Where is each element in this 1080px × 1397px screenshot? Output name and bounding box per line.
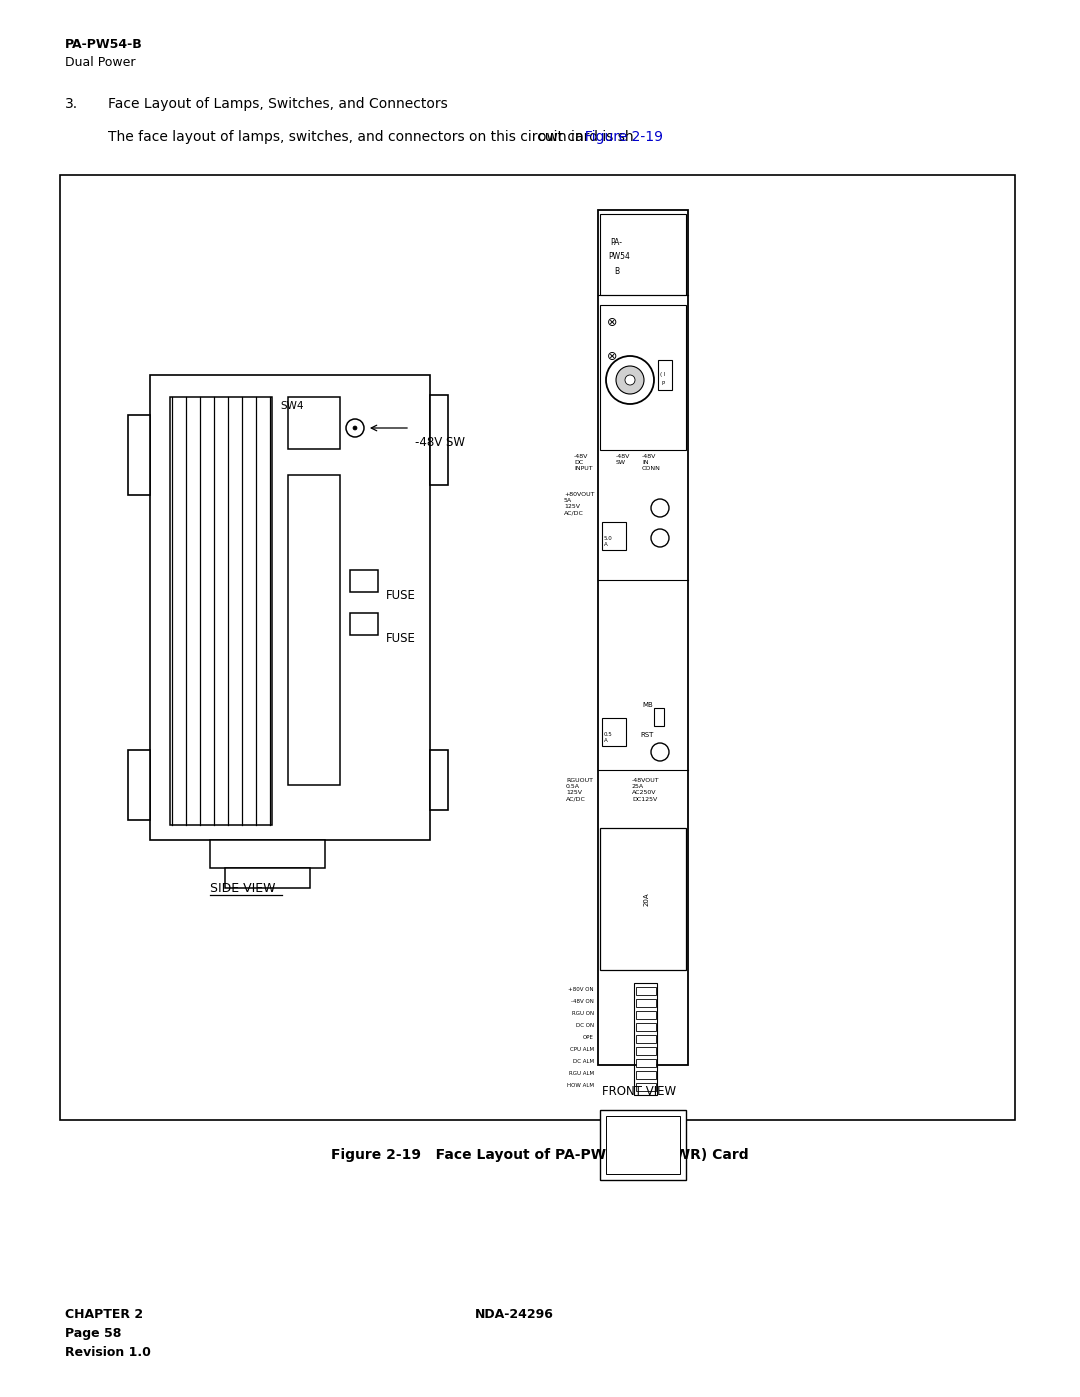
Text: -48V
DC
INPUT: -48V DC INPUT [573,454,593,471]
Text: ⊗: ⊗ [607,317,618,330]
Circle shape [651,743,669,761]
Bar [129,750,150,820]
Text: 0.5
A: 0.5 A [604,732,612,743]
Text: Dual Power: Dual Power [65,56,135,68]
Text: Face Layout of Lamps, Switches, and Connectors: Face Layout of Lamps, Switches, and Conn… [108,96,448,110]
Bar [602,522,626,550]
Text: 5.0
A: 5.0 A [604,536,612,546]
Circle shape [616,366,644,394]
Text: -48V ON: -48V ON [571,999,594,1004]
Bar [636,1083,656,1091]
Bar [129,415,150,495]
Text: FUSE: FUSE [386,631,416,645]
Bar [602,718,626,746]
Circle shape [651,499,669,517]
Bar [600,214,686,295]
Bar [430,750,448,810]
Bar [636,1035,656,1044]
Bar [600,1111,686,1180]
Circle shape [625,374,635,386]
Text: +80VOUT
5A
125V
AC/DC: +80VOUT 5A 125V AC/DC [564,492,594,515]
Text: 3.: 3. [65,96,78,110]
Bar [606,1116,680,1173]
Text: FRONT VIEW: FRONT VIEW [602,1085,676,1098]
Bar [350,613,378,636]
Text: -48VOUT
25A
AC250V
DC125V: -48VOUT 25A AC250V DC125V [632,778,660,802]
Text: ( I: ( I [660,372,665,377]
Text: PA-: PA- [610,237,622,247]
Text: NDA-24296: NDA-24296 [475,1308,554,1322]
Text: The face layout of lamps, switches, and connectors on this circuit card is sh: The face layout of lamps, switches, and … [108,130,634,144]
Text: Figure 2-19: Figure 2-19 [576,130,663,144]
Bar [60,175,1015,1120]
Bar [636,1011,656,1018]
Text: Figure 2-19   Face Layout of PA-PW54-B (DPWR) Card: Figure 2-19 Face Layout of PA-PW54-B (DP… [332,1148,748,1162]
Bar [658,360,672,390]
Text: RGU ON: RGU ON [572,1011,594,1016]
Text: ⊗: ⊗ [607,351,618,363]
Text: MB: MB [642,703,652,708]
Bar [210,840,325,868]
Circle shape [353,426,357,430]
Bar [636,1071,656,1078]
Bar [150,374,430,840]
Bar [598,210,688,1065]
Bar [636,988,656,995]
Bar [288,397,340,448]
Circle shape [651,529,669,548]
Bar [654,708,664,726]
Text: RGUOUT
0.5A
125V
AC/DC: RGUOUT 0.5A 125V AC/DC [566,778,593,802]
Text: FUSE: FUSE [386,590,416,602]
Bar [636,999,656,1007]
Text: RST: RST [640,732,653,738]
Text: DC ALM: DC ALM [572,1059,594,1065]
Bar [225,868,310,888]
Text: -48V SW: -48V SW [415,436,465,448]
Bar [636,1059,656,1067]
Text: RGU ALM: RGU ALM [569,1071,594,1076]
Bar [430,395,448,485]
Text: 20A: 20A [644,893,650,905]
Text: +80V ON: +80V ON [568,988,594,992]
Text: DC ON: DC ON [576,1023,594,1028]
Bar [350,570,378,592]
Text: CPU ALM: CPU ALM [570,1046,594,1052]
Bar [600,828,686,970]
Bar [636,1046,656,1055]
Text: PW54: PW54 [608,251,630,261]
Text: CHAPTER 2
Page 58
Revision 1.0: CHAPTER 2 Page 58 Revision 1.0 [65,1308,151,1359]
Bar [600,305,686,450]
Text: SW4: SW4 [280,401,303,411]
Text: own in: own in [538,130,583,144]
Text: PA-PW54-B: PA-PW54-B [65,38,143,52]
Text: HOW ALM: HOW ALM [567,1083,594,1088]
Bar [636,1023,656,1031]
Text: -48V
IN
CONN: -48V IN CONN [642,454,661,471]
Text: SIDE VIEW: SIDE VIEW [210,882,275,895]
Circle shape [606,356,654,404]
Bar [634,983,657,1095]
Text: B: B [615,267,619,277]
Bar [170,397,272,826]
Circle shape [346,419,364,437]
Text: P: P [662,381,665,386]
Text: OPE: OPE [583,1035,594,1039]
Text: -48V
SW: -48V SW [616,454,631,465]
Bar [288,475,340,785]
